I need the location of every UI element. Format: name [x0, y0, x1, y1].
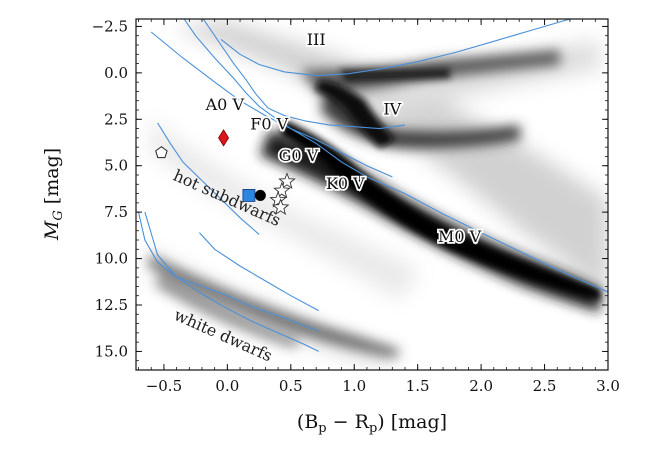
marker-star-3	[269, 190, 287, 208]
x-axis-label: (Bp − Rp) [mag]	[297, 411, 447, 436]
x-tick-label: 3.0	[596, 377, 620, 395]
y-tick-label: 15.0	[95, 342, 128, 360]
axis-ticks: −0.5 0.0 0.5 1.0 1.5 2.0 2.5 3.0 −2.5 0.0 2.5 5.0 7.…	[92, 17, 620, 395]
x-tick-label: 2.5	[533, 377, 557, 395]
series-hot-subdwarf-track	[157, 122, 260, 235]
x-tick-label: 1.0	[342, 377, 366, 395]
series-track-a	[202, 19, 406, 130]
x-tick-label: 0.0	[215, 377, 239, 395]
y-tick-label: 12.5	[95, 296, 128, 314]
series-wd-track-2	[137, 211, 319, 332]
series-wd-track-3	[198, 232, 319, 312]
x-tick-label: 1.5	[406, 377, 430, 395]
series-track-b	[183, 19, 393, 178]
series-giant-branch	[220, 19, 571, 77]
marker-star-2	[273, 181, 291, 199]
series-wd-track-1	[144, 211, 319, 352]
sequence-label: G0 V	[279, 146, 319, 165]
y-tick-label: 0.0	[104, 64, 128, 82]
sequence-label: M0 V	[438, 227, 482, 246]
sequence-label: IV	[383, 100, 401, 119]
marker-star-1	[278, 172, 296, 190]
y-tick-label: 10.0	[95, 250, 128, 268]
sequence-label: A0 V	[205, 95, 245, 114]
sequence-label: III	[307, 30, 326, 49]
x-tick-label: −0.5	[146, 377, 182, 395]
star-markers	[155, 129, 296, 216]
marker-black-circle	[254, 189, 266, 201]
marker-red-diamond	[218, 129, 230, 147]
marker-white-pentagon	[155, 146, 168, 159]
isochrone-tracks	[137, 19, 608, 352]
y-tick-label: 2.5	[104, 110, 128, 128]
y-tick-label: 7.5	[104, 203, 128, 221]
y-tick-label: 5.0	[104, 157, 128, 175]
marker-star-4	[271, 198, 290, 216]
x-tick-label: 2.0	[469, 377, 493, 395]
sequence-label: K0 V	[326, 174, 365, 193]
plot-frame	[135, 18, 609, 371]
x-tick-label: 0.5	[279, 377, 303, 395]
density-background	[148, 20, 608, 368]
y-tick-label: −2.5	[92, 17, 128, 35]
sequence-label: F0 V	[250, 115, 288, 134]
y-axis-label: MG [mag]	[41, 148, 66, 241]
series-main-sequence	[150, 31, 608, 293]
